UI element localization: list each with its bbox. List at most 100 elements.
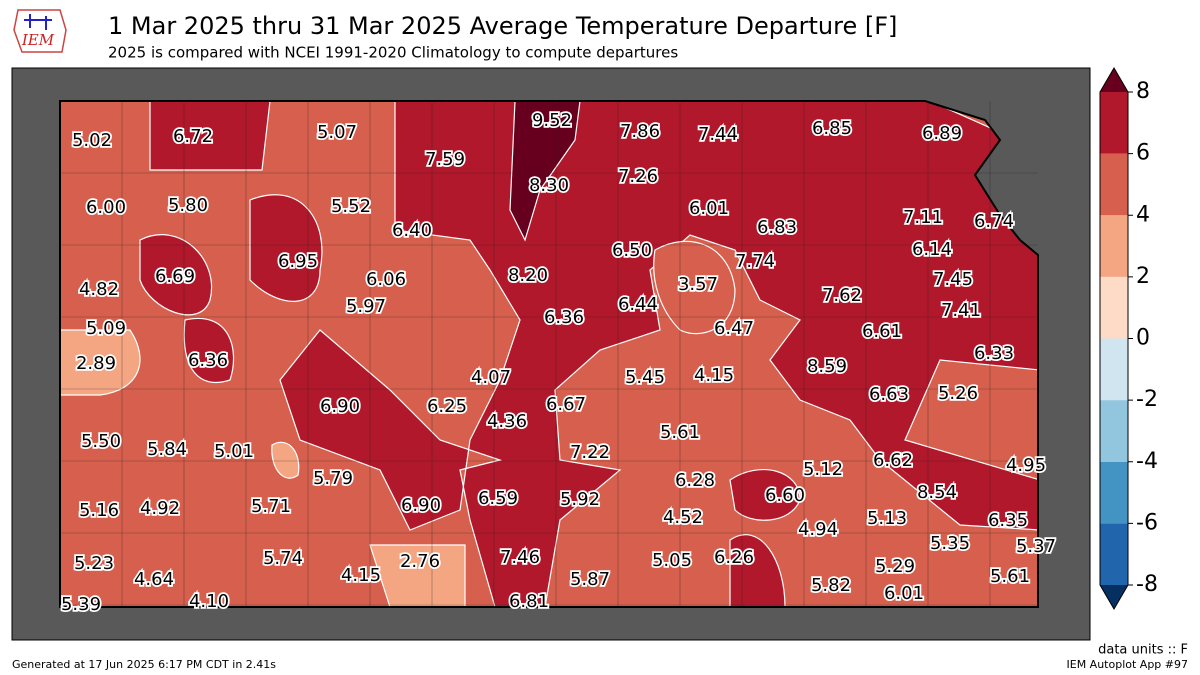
station-value: 5.16	[79, 500, 119, 521]
station-value: 6.01	[884, 583, 924, 604]
station-value: 5.61	[990, 566, 1030, 587]
station-value: 5.92	[560, 489, 600, 510]
station-value: 6.83	[757, 217, 797, 238]
contour-region	[509, 101, 581, 242]
title: 1 Mar 2025 thru 31 Mar 2025 Average Temp…	[108, 12, 897, 40]
station-value: 6.40	[392, 220, 432, 241]
station-value: 8.59	[807, 356, 847, 377]
station-value: 8.54	[917, 482, 957, 503]
contour-region	[139, 234, 213, 316]
station-value: 3.57	[678, 274, 718, 295]
station-value: 5.05	[652, 550, 692, 571]
app-note: IEM Autoplot App #97	[1067, 658, 1189, 671]
colorbar-tick-label: -8	[1136, 572, 1158, 597]
station-value: 6.00	[86, 197, 126, 218]
station-value: 2.89	[76, 353, 116, 374]
station-value: 6.95	[278, 251, 318, 272]
station-value: 5.35	[930, 533, 970, 554]
contour-region	[183, 317, 235, 384]
map: 5.02 6.72 5.07 7.59 9.52 7.86 7.44 6.85 6.89 6.00…	[59, 100, 1058, 617]
station-value: 5.52	[331, 196, 371, 217]
contour-region	[279, 101, 1038, 607]
station-value: 6.44	[618, 294, 658, 315]
station-value: 9.52	[532, 110, 572, 131]
contour-region	[729, 469, 801, 521]
logo-icon	[24, 14, 52, 30]
station-value: 5.45	[625, 367, 665, 388]
station-value: 4.10	[189, 591, 229, 612]
station-value: 5.39	[61, 594, 101, 615]
station-value: 6.33	[974, 343, 1014, 364]
colorbar-over	[1100, 68, 1128, 92]
colorbar-tick-label: 4	[1136, 202, 1150, 227]
station-value: 4.64	[134, 569, 174, 590]
station-value: 7.41	[941, 300, 981, 321]
station-value: 6.26	[714, 547, 754, 568]
station-value: 6.63	[869, 384, 909, 405]
units-note: data units :: F	[1098, 643, 1188, 658]
station-value: 6.14	[912, 239, 952, 260]
station-value: 6.89	[922, 123, 962, 144]
state-border	[59, 100, 1039, 608]
station-value: 5.79	[313, 468, 353, 489]
station-value: 6.62	[873, 450, 913, 471]
contour-region	[249, 194, 323, 302]
station-value: 6.35	[988, 510, 1028, 531]
station-value: 2.76	[400, 551, 440, 572]
station-value: 6.69	[155, 266, 195, 287]
logo-text: IEM	[21, 31, 55, 49]
station-value: 6.81	[509, 591, 549, 612]
station-value: 5.82	[811, 575, 851, 596]
station-value: 5.61	[660, 422, 700, 443]
station-value: 5.84	[147, 439, 187, 460]
station-value: 6.36	[544, 307, 584, 328]
station-value: 5.87	[570, 569, 610, 590]
station-value: 7.86	[620, 121, 660, 142]
station-value: 6.06	[366, 269, 406, 290]
contour-region	[653, 240, 736, 335]
colorbar-tick-label: 6	[1136, 141, 1150, 166]
colorbar-swatch	[1100, 523, 1128, 585]
colorbar-swatch	[1100, 153, 1128, 216]
station-value: 6.50	[612, 240, 652, 261]
station-value: 7.46	[500, 547, 540, 568]
station-value: 6.36	[188, 350, 228, 371]
station-value: 5.97	[346, 296, 386, 317]
contour-region	[369, 544, 466, 607]
station-value: 4.92	[140, 498, 180, 519]
station-value: 5.74	[263, 548, 303, 569]
station-value: 4.07	[471, 367, 511, 388]
station-value: 5.26	[938, 383, 978, 404]
colorbar-tick-label: -2	[1136, 387, 1158, 412]
station-value: 4.82	[79, 279, 119, 300]
station-value: 5.37	[1016, 536, 1056, 557]
station-value: 6.47	[714, 318, 754, 339]
station-value: 8.20	[508, 265, 548, 286]
colorbar-tick-label: 8	[1136, 79, 1150, 104]
station-value: 7.59	[425, 149, 465, 170]
generated-note: Generated at 17 Jun 2025 6:17 PM CDT in …	[12, 658, 276, 671]
subtitle: 2025 is compared with NCEI 1991-2020 Cli…	[108, 44, 678, 62]
colorbar-tick-label: -4	[1136, 449, 1158, 474]
station-value: 5.12	[803, 459, 843, 480]
station-value: 6.61	[862, 321, 902, 342]
station-value: 6.60	[765, 485, 805, 506]
station-value: 7.11	[903, 207, 943, 228]
station-value: 5.13	[867, 508, 907, 529]
colorbar-swatch	[1100, 276, 1128, 339]
station-value: 6.25	[427, 396, 467, 417]
station-value: 5.29	[875, 556, 915, 577]
station-value: 6.67	[546, 394, 586, 415]
station-value: 4.95	[1006, 455, 1046, 476]
station-value: 4.15	[694, 365, 734, 386]
contours	[60, 101, 1038, 607]
contour-region	[149, 101, 271, 171]
colorbar-swatch	[1100, 92, 1128, 154]
station-value: 6.90	[320, 396, 360, 417]
station-value: 7.26	[618, 166, 658, 187]
contour-region	[60, 329, 141, 396]
colorbar-under	[1100, 585, 1128, 609]
station-value: 4.15	[341, 565, 381, 586]
colorbar-swatch	[1100, 461, 1128, 524]
